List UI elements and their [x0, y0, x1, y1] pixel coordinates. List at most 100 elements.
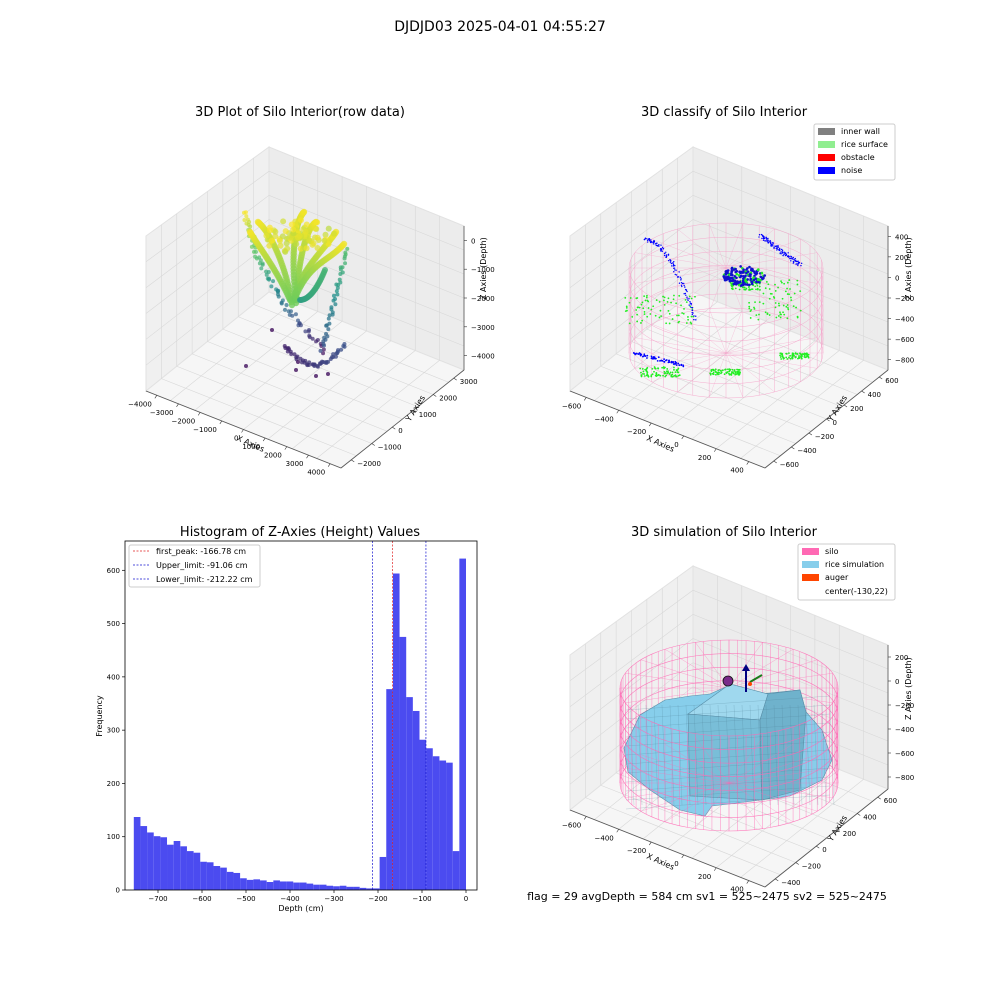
x-tick-mark [746, 461, 749, 465]
noise-point [653, 241, 656, 243]
histogram-bar [412, 710, 420, 890]
noise-point [781, 249, 784, 252]
rice-surface-point [741, 286, 744, 289]
rice-surface-point [774, 290, 777, 292]
noise-point [656, 244, 659, 247]
legend-rice-simulation-swatch [802, 561, 819, 568]
rice-surface-point [643, 295, 646, 298]
x-tick-mark [649, 422, 652, 427]
y-axis-line [340, 369, 465, 469]
noise-point [646, 354, 649, 357]
noise-point [659, 250, 662, 252]
silo-spoke [625, 672, 730, 689]
raw-point [335, 285, 340, 290]
y-tick-mark [877, 796, 881, 800]
noise-point [728, 276, 732, 280]
rice-surface-point [629, 297, 632, 299]
raw-point [314, 339, 319, 344]
noise-point [797, 263, 799, 265]
histogram-bar [266, 882, 274, 890]
noise-point [685, 294, 687, 297]
noise-point [648, 239, 651, 241]
rice-surface-point [754, 301, 756, 304]
rice-surface-point [753, 306, 755, 309]
noise-point [800, 264, 802, 267]
rice-surface-point [787, 308, 790, 311]
raw-point [276, 294, 281, 299]
x-tick-mark [154, 395, 158, 399]
noise-point [654, 357, 657, 360]
rice-surface-point [775, 316, 778, 319]
rice-surface-point [716, 371, 718, 374]
x-tick-mark [327, 463, 331, 467]
noise-point [643, 238, 646, 241]
rice-surface-point [732, 372, 735, 375]
rice-surface-side [759, 689, 807, 801]
rice-surface-point [774, 302, 777, 304]
raw-plot-points [241, 208, 350, 378]
noise-point [798, 261, 801, 264]
rice-surface-point [736, 368, 738, 371]
noise-point [677, 362, 680, 365]
rice-surface-point [786, 304, 789, 306]
noise-point [655, 244, 658, 247]
noise-point [760, 271, 764, 275]
raw-point [303, 329, 308, 334]
legend-rice-surface-swatch [818, 141, 835, 148]
silo-floor-spoke [664, 782, 730, 823]
noise-point [663, 254, 666, 257]
rice-surface-point [768, 288, 771, 290]
rice-surface-point [646, 372, 649, 375]
rice-surface-point [737, 370, 740, 373]
rice-surface-point [712, 373, 715, 376]
rice-surface-point [638, 306, 641, 309]
rice-surface-point [785, 352, 788, 355]
legend-upper-limit-label: Upper_limit: -91.06 cm [156, 561, 248, 570]
raw-point [343, 250, 348, 255]
rice-surface-point [755, 314, 758, 317]
noise-point [724, 273, 728, 276]
rice-surface-point [772, 295, 775, 298]
histogram-bar [233, 872, 241, 890]
simulation-silo-wireframe-front [619, 687, 839, 832]
rice-surface-point [731, 285, 733, 288]
noise-point [681, 285, 683, 288]
rice-surface-point [762, 292, 765, 295]
rice-surface-point [793, 292, 796, 295]
noise-point [775, 247, 777, 249]
rice-surface-point [663, 299, 665, 302]
rice-surface-point [781, 354, 784, 357]
x-tick-mark [714, 867, 717, 871]
rice-surface-point [682, 312, 685, 315]
rice-surface-point [678, 320, 681, 323]
histogram-bar [399, 636, 407, 890]
noise-point [764, 237, 766, 239]
z-tick-label: 200 [895, 654, 908, 662]
rice-surface-point [665, 374, 668, 377]
histogram-bar [246, 879, 254, 890]
x-tick-label: −3000 [150, 409, 174, 417]
floor-grid-line [267, 340, 392, 440]
rice-surface-point [724, 368, 727, 371]
rice-surface-point [747, 286, 750, 289]
rice-mesh-line [625, 740, 831, 756]
noise-point [675, 269, 677, 271]
z-tick-label: −200 [895, 295, 914, 303]
noise-point [686, 298, 688, 300]
histogram-bar [359, 887, 367, 890]
rice-surface-point [800, 355, 802, 358]
noise-point [752, 278, 756, 282]
noise-point [734, 270, 737, 274]
noise-point [770, 245, 772, 247]
rice-surface-point [779, 311, 781, 314]
silo-floor-spoke [728, 754, 818, 784]
noise-point [797, 264, 799, 267]
rice-surface-point [734, 371, 737, 374]
rice-mesh-line [781, 704, 787, 806]
y-tick-label: 400 [863, 814, 876, 822]
noise-point [674, 362, 677, 365]
histogram-bar [306, 883, 314, 890]
simulation-plot-x-ticks: −600 −400 −200 0 200 400 [562, 816, 749, 894]
noise-point [738, 280, 742, 284]
y-tick-label: 200 [843, 830, 856, 838]
